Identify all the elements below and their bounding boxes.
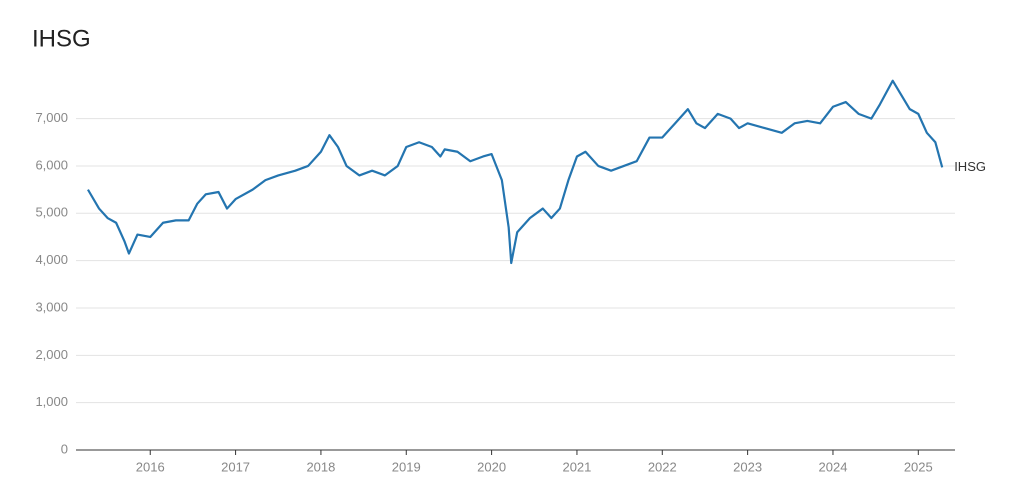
x-tick-label: 2023: [733, 459, 762, 474]
series-line: [87, 79, 944, 265]
x-tick-label: 2019: [392, 459, 421, 474]
x-tick-label: 2025: [904, 459, 933, 474]
x-tick-label: 2021: [562, 459, 591, 474]
series-label: IHSG: [954, 159, 986, 174]
y-tick-label: 3,000: [35, 299, 68, 314]
x-tick-label: 2017: [221, 459, 250, 474]
y-tick-label: 7,000: [35, 110, 68, 125]
y-tick-label: 2,000: [35, 347, 68, 362]
x-tick-label: 2016: [136, 459, 165, 474]
x-tick-label: 2020: [477, 459, 506, 474]
y-tick-label: 5,000: [35, 205, 68, 220]
y-tick-label: 4,000: [35, 252, 68, 267]
x-tick-label: 2022: [648, 459, 677, 474]
x-tick-label: 2018: [306, 459, 335, 474]
chart-title: IHSG: [32, 25, 91, 52]
x-tick-label: 2024: [819, 459, 848, 474]
y-tick-label: 0: [61, 441, 68, 456]
y-tick-label: 6,000: [35, 157, 68, 172]
y-tick-label: 1,000: [35, 394, 68, 409]
